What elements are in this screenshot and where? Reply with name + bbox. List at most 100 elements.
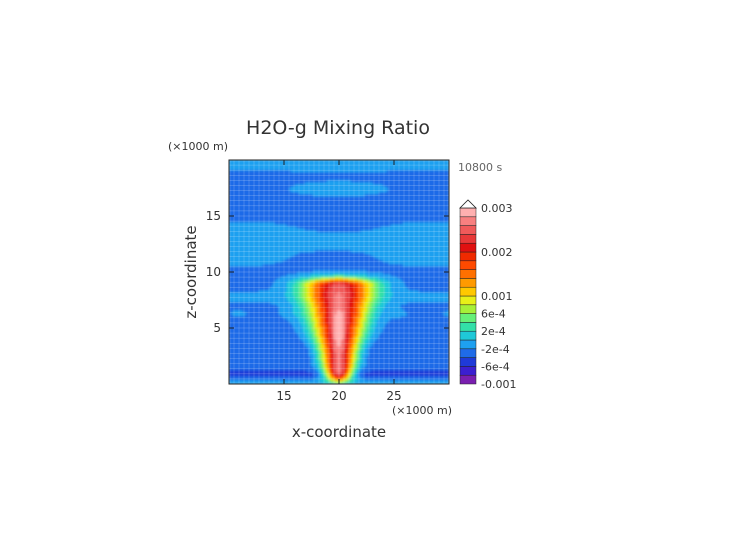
heatmap-cell — [256, 325, 260, 329]
heatmap-cell — [306, 309, 310, 313]
heatmap-cell — [348, 321, 352, 325]
heatmap-cell — [406, 299, 410, 303]
heatmap-cell — [270, 375, 274, 379]
heatmap-cell — [288, 349, 292, 353]
heatmap-cell — [378, 379, 382, 383]
heatmap-cell — [316, 367, 320, 371]
heatmap-cell — [284, 323, 288, 327]
heatmap-cell — [236, 291, 240, 295]
heatmap-cell — [312, 291, 316, 295]
heatmap-cell — [290, 367, 294, 371]
heatmap-cell — [396, 317, 400, 321]
heatmap-cell — [424, 371, 428, 375]
heatmap-cell — [304, 321, 308, 325]
heatmap-cell — [436, 353, 440, 357]
heatmap-cell — [402, 365, 406, 369]
heatmap-cell — [322, 315, 326, 319]
heatmap-cell — [250, 377, 254, 381]
heatmap-cell — [402, 337, 406, 341]
heatmap-cell — [388, 321, 392, 325]
heatmap-cell — [406, 381, 410, 384]
heatmap-cell — [426, 305, 430, 309]
heatmap-cell — [270, 309, 274, 313]
heatmap-cell — [440, 359, 444, 363]
heatmap-cell — [338, 355, 342, 359]
heatmap-cell — [340, 309, 344, 313]
heatmap-cell — [338, 361, 342, 365]
heatmap-cell — [314, 349, 318, 353]
heatmap-cell — [380, 337, 384, 341]
heatmap-cell — [378, 343, 382, 347]
heatmap-cell — [382, 341, 386, 345]
heatmap-cell — [238, 311, 242, 315]
heatmap-cell — [292, 331, 296, 335]
heatmap-cell — [372, 379, 376, 383]
heatmap-cell — [408, 323, 412, 327]
heatmap-cell — [248, 317, 252, 321]
heatmap-cell — [384, 369, 388, 373]
heatmap-cell — [440, 353, 444, 357]
heatmap-cell — [322, 333, 326, 337]
heatmap-cell — [288, 361, 292, 365]
heatmap-cell — [380, 355, 384, 359]
heatmap-cell — [408, 329, 412, 333]
heatmap-cell — [422, 375, 426, 379]
heatmap-cell — [320, 315, 324, 319]
heatmap-cell — [250, 357, 254, 361]
heatmap-cell — [260, 361, 264, 365]
heatmap-cell — [364, 345, 368, 349]
heatmap-cell — [318, 361, 322, 365]
heatmap-cell — [362, 333, 366, 337]
heatmap-cell — [390, 331, 394, 335]
heatmap-cell — [306, 339, 310, 343]
heatmap-cell — [376, 353, 380, 357]
heatmap-cell — [314, 345, 318, 349]
heatmap-cell — [344, 327, 348, 331]
heatmap-cell — [432, 323, 436, 327]
heatmap-cell — [390, 325, 394, 329]
heatmap-cell — [274, 365, 278, 369]
heatmap-cell — [358, 373, 362, 377]
heatmap-cell — [392, 361, 396, 365]
heatmap-cell — [322, 343, 326, 347]
heatmap-cell — [366, 361, 370, 365]
heatmap-cell — [326, 359, 330, 363]
heatmap-cell — [418, 355, 422, 359]
heatmap-cell — [362, 361, 366, 365]
heatmap-cell — [272, 375, 276, 379]
heatmap-cell — [414, 325, 418, 329]
heatmap-cell — [384, 311, 388, 315]
heatmap-cell — [318, 343, 322, 347]
heatmap-cell — [232, 373, 236, 377]
heatmap-cell — [258, 367, 262, 371]
heatmap-cell — [268, 347, 272, 351]
heatmap-cell — [338, 297, 342, 301]
heatmap-cell — [296, 291, 300, 295]
heatmap-cell — [306, 303, 310, 307]
heatmap-cell — [422, 367, 426, 371]
heatmap-cell — [346, 327, 350, 331]
heatmap-cell — [270, 327, 274, 331]
heatmap-cell — [398, 315, 402, 319]
heatmap-cell — [420, 343, 424, 347]
heatmap-cell — [274, 331, 278, 335]
heatmap-cell — [254, 329, 258, 333]
heatmap-cell — [436, 337, 440, 341]
heatmap-cell — [236, 317, 240, 321]
heatmap-cell — [370, 349, 374, 353]
heatmap-cell — [358, 305, 362, 309]
heatmap-cell — [264, 365, 268, 369]
heatmap-cell — [268, 311, 272, 315]
heatmap-cell — [252, 373, 256, 377]
heatmap-cell — [426, 323, 430, 327]
heatmap-cell — [384, 321, 388, 325]
heatmap-cell — [348, 293, 352, 297]
heatmap-cell — [280, 339, 284, 343]
heatmap-cell — [278, 359, 282, 363]
heatmap-cell — [234, 381, 238, 384]
heatmap-cell — [266, 315, 270, 319]
heatmap-cell — [314, 351, 318, 355]
heatmap-cell — [360, 307, 364, 311]
heatmap-cell — [398, 299, 402, 303]
heatmap-cell — [270, 347, 274, 351]
